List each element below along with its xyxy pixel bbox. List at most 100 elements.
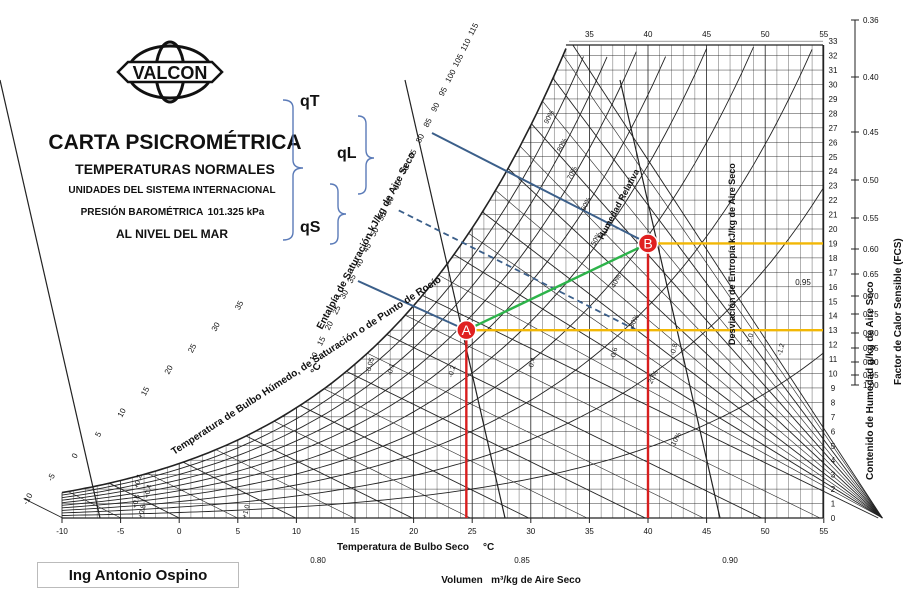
y-tick-label: 10 xyxy=(829,370,838,379)
y-tick-label: 12 xyxy=(829,341,838,350)
enthalpy-line xyxy=(453,254,883,519)
shf-tick-label: 0.90 xyxy=(863,358,879,367)
y-tick-label: 19 xyxy=(829,239,838,248)
enthalpy-line xyxy=(109,482,180,519)
y-tick-label: 20 xyxy=(829,225,838,234)
rh-curve xyxy=(61,48,708,506)
y-tick-label: 2 xyxy=(831,485,836,494)
y-tick-label: 23 xyxy=(829,182,838,191)
top-tick-label: 45 xyxy=(702,30,711,39)
enthalpy-line xyxy=(386,334,762,519)
entropy-tick-label: -1.0 xyxy=(746,333,756,347)
shf-tick-label: 0.40 xyxy=(863,73,879,82)
x-tick-label: 45 xyxy=(702,527,711,536)
y-tick-label: 24 xyxy=(829,167,838,176)
x-tick-label: 30 xyxy=(526,527,535,536)
y-tick-label: 6 xyxy=(831,427,836,436)
rh-curve xyxy=(61,56,667,504)
y-tick-label: 7 xyxy=(831,413,836,422)
shf-tick-label: 1.00 xyxy=(863,381,879,390)
y-tick-label: 33 xyxy=(829,37,838,46)
enthalpy-line xyxy=(299,405,529,519)
enthalpy-line xyxy=(507,168,883,519)
process-line xyxy=(465,242,649,332)
enthalpy-line xyxy=(562,55,883,519)
shf-tick-label: 0.75 xyxy=(863,310,879,319)
enthalpy-line xyxy=(572,44,883,519)
wet-bulb-tick-label: -5 xyxy=(46,472,58,483)
state-point-a xyxy=(456,319,477,341)
y-tick-label: 8 xyxy=(831,398,836,407)
volume-tick-label: 0.85 xyxy=(514,556,530,565)
shf-tick-label: 0.70 xyxy=(863,292,879,301)
logo-text: VALCON xyxy=(133,63,208,83)
x-tick-label: 40 xyxy=(644,527,653,536)
shf-tick-label: 0.60 xyxy=(863,245,879,254)
y-tick-label: 29 xyxy=(829,95,838,104)
y-tick-label: 26 xyxy=(829,138,838,147)
enthalpy-guide-a xyxy=(357,280,467,332)
y-tick-label: 28 xyxy=(829,109,838,118)
y-tick-label: 32 xyxy=(829,52,838,61)
x-tick-label: 50 xyxy=(761,527,770,536)
state-point-label-b: B xyxy=(643,235,652,251)
enthalpy-line xyxy=(182,461,296,519)
x-axis-title: Temperatura de Bulbo Seco xyxy=(337,542,469,553)
entropy-tick-label: +1.0 xyxy=(241,504,251,519)
saturation-curve xyxy=(61,48,567,494)
rh-curve xyxy=(61,187,825,514)
x-tick-label: -10 xyxy=(56,527,68,536)
rh-curve xyxy=(61,49,813,511)
shf-inner-tick-label: 0.95 xyxy=(795,278,811,287)
y-axis-title: Contenido de Humedad g/kg de Aire Seco xyxy=(865,281,876,480)
y-tick-label: 22 xyxy=(829,196,838,205)
valcon-logo: VALCON xyxy=(116,40,224,104)
entropy-tick-label: +0.8 xyxy=(137,504,147,519)
enthalpy-line xyxy=(542,100,883,519)
shf-tick-label: 0.80 xyxy=(863,329,879,338)
y-tick-label: 21 xyxy=(829,211,838,220)
enthalpy-line xyxy=(552,77,883,519)
volume-tick-label: 0.90 xyxy=(722,556,738,565)
shf-tick-label: 0.85 xyxy=(863,344,879,353)
enthalpy-line xyxy=(531,123,883,519)
enthalpy-line xyxy=(405,314,821,519)
enthalpy-line xyxy=(23,498,63,519)
units-line: UNIDADES DEL SISTEMA INTERNACIONAL xyxy=(68,185,275,196)
entropy-tick-label: +0.6 xyxy=(131,494,141,509)
y-tick-label: 17 xyxy=(829,268,838,277)
rh-curve xyxy=(61,56,584,496)
y-tick-label: 1 xyxy=(831,500,836,509)
wet-bulb-tick-label: 0 xyxy=(70,451,80,460)
shf-tick-label: 0.50 xyxy=(863,176,879,185)
x-tick-label: 55 xyxy=(819,527,828,536)
x-tick-label: -5 xyxy=(117,527,125,536)
top-tick-label: 55 xyxy=(819,30,828,39)
enthalpy-guide-b xyxy=(431,132,649,245)
state-point-b xyxy=(637,233,659,254)
y-tick-label: 14 xyxy=(829,312,838,321)
volume-line xyxy=(0,79,101,519)
enthalpy-line xyxy=(346,370,646,519)
x-tick-label: 0 xyxy=(177,527,182,536)
qS-label: qS xyxy=(300,219,321,236)
x-tick-label: 35 xyxy=(585,527,594,536)
y-tick-label: 13 xyxy=(829,326,838,335)
y-tick-label: 31 xyxy=(829,66,838,75)
top-tick-label: 40 xyxy=(644,30,653,39)
y-tick-label: 30 xyxy=(829,81,838,90)
entropy-tick-label: +0.4 xyxy=(143,484,153,499)
shf-tick-label: 0.65 xyxy=(863,270,879,279)
y-tick-label: 25 xyxy=(829,153,838,162)
volume-line xyxy=(404,79,506,519)
entropy-tick-label: -0.2 xyxy=(448,365,458,379)
y-tick-label: 0 xyxy=(831,514,836,523)
enthalpy-line xyxy=(482,211,883,519)
chart-title: CARTA PSICROMÉTRICA xyxy=(48,131,301,154)
x-tick-label: 20 xyxy=(409,527,418,536)
entropy-title: Desviación de Entropía kJ/kg de Aire Sec… xyxy=(727,163,737,345)
entropy-tick-label: -0.1 xyxy=(387,363,397,377)
